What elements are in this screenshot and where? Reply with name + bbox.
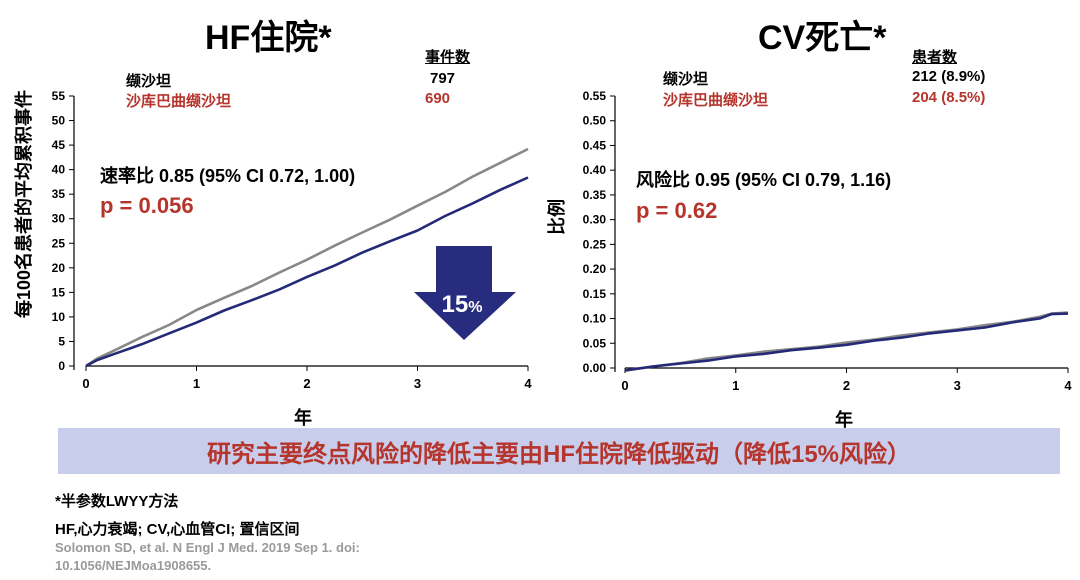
left-chart-title: HF住院*	[205, 19, 332, 57]
left-legend-value-sacubitril: 690	[425, 90, 451, 107]
footnote-abbreviations: HF,心力衰竭; CV,心血管CI; 置信区间	[55, 521, 300, 538]
right-chart-title: CV死亡*	[758, 19, 887, 57]
right-hazard-ratio: 风险比 0.95 (95% CI 0.79, 1.16)	[636, 170, 892, 190]
chart-right-series-line-1	[624, 312, 1069, 372]
chart-left-y-tick-label: 35	[52, 187, 66, 201]
citation-line-2: 10.1056/NEJMoa1908655.	[55, 558, 212, 573]
chart-left-x-tick-label: 0	[82, 376, 89, 391]
chart-right-y-tick-label: 0.30	[583, 213, 607, 227]
chart-left-series-line-0	[85, 147, 529, 368]
chart-right-y-tick-label: 0.20	[583, 262, 607, 276]
right-p-value: p = 0.62	[636, 198, 718, 223]
right-legend-value-sacubitril: 204 (8.5%)	[912, 89, 986, 106]
chart-right-y-tick-label: 0.35	[583, 188, 607, 202]
citation-line-1: Solomon SD, et al. N Engl J Med. 2019 Se…	[55, 540, 360, 555]
chart-right-y-tick-label: 0.25	[583, 237, 607, 251]
down-arrow-icon: 15%	[414, 246, 516, 340]
chart-left-series-line-1	[85, 176, 529, 368]
left-x-axis-label: 年	[294, 408, 312, 428]
svg-text:15%: 15%	[442, 291, 483, 318]
chart-left-y-tick-label: 25	[52, 236, 66, 250]
left-legend-name-valsartan: 缬沙坦	[126, 73, 172, 90]
conclusion-banner: 研究主要终点风险的降低主要由HF住院降低驱动（降低15%风险）	[58, 428, 1060, 474]
chart-right-y-tick-label: 0.05	[583, 336, 607, 350]
conclusion-banner-text: 研究主要终点风险的降低主要由HF住院降低驱动（降低15%风险）	[206, 440, 912, 468]
right-legend-name-valsartan: 缬沙坦	[663, 71, 709, 88]
chart-left-x-tick-label: 1	[193, 376, 200, 391]
footnote-method: *半参数LWYY方法	[55, 493, 179, 510]
left-legend-name-sacubitril: 沙库巴曲缬沙坦	[126, 93, 232, 110]
right-chart: 0 1 2 3 4 0.00 0.05 0.10 0.15 0.20 0.25 0.30 0.35 0.4…	[583, 89, 1073, 393]
chart-right-y-tick-label: 0.15	[583, 287, 607, 301]
chart-left-y-tick-label: 55	[52, 89, 66, 103]
chart-right-y-tick-label: 0.45	[583, 138, 607, 152]
right-legend-header: 患者数	[912, 49, 958, 66]
left-legend-header: 事件数	[425, 49, 471, 66]
chart-left-y-tick-label: 5	[58, 334, 65, 348]
chart-right-x-tick-label: 1	[732, 378, 739, 393]
left-legend-value-valsartan: 797	[430, 70, 456, 87]
chart-left-x-tick-label: 2	[303, 376, 310, 391]
left-p-value: p = 0.056	[100, 193, 194, 218]
chart-left-y-tick-label: 20	[52, 261, 66, 275]
chart-right-y-tick-label: 0.40	[583, 163, 607, 177]
arrow-label-percent: %	[468, 299, 482, 316]
chart-left-y-tick-label: 40	[52, 163, 66, 177]
arrow-label-number: 15	[442, 291, 469, 318]
right-legend-name-sacubitril: 沙库巴曲缬沙坦	[663, 92, 769, 109]
right-x-axis-label: 年	[835, 410, 853, 430]
chart-right-x-tick-label: 2	[843, 378, 850, 393]
right-legend-value-valsartan: 212 (8.9%)	[912, 68, 986, 85]
chart-right-y-tick-label: 0.50	[583, 114, 607, 128]
chart-left-x-tick-label: 3	[414, 376, 421, 391]
chart-right-y-tick-label: 0.00	[583, 361, 607, 375]
chart-right-x-tick-label: 3	[954, 378, 961, 393]
chart-left-y-tick-label: 15	[52, 285, 66, 299]
chart-right-y-tick-label: 0.10	[583, 312, 607, 326]
chart-right-x-tick-label: 0	[621, 378, 628, 393]
chart-left-y-tick-label: 45	[52, 138, 66, 152]
chart-right-x-tick-label: 4	[1064, 378, 1072, 393]
chart-left-x-tick-label: 4	[524, 376, 532, 391]
chart-right-y-tick-label: 0.55	[583, 89, 607, 103]
chart-left-y-tick-label: 10	[52, 310, 66, 324]
chart-left-y-tick-label: 30	[52, 212, 66, 226]
chart-left-y-tick-label: 50	[52, 114, 66, 128]
chart-left-y-tick-label: 0	[58, 359, 65, 373]
left-rate-ratio: 速率比 0.85 (95% CI 0.72, 1.00)	[100, 166, 356, 186]
citation: Solomon SD, et al. N Engl J Med. 2019 Se…	[55, 539, 360, 575]
